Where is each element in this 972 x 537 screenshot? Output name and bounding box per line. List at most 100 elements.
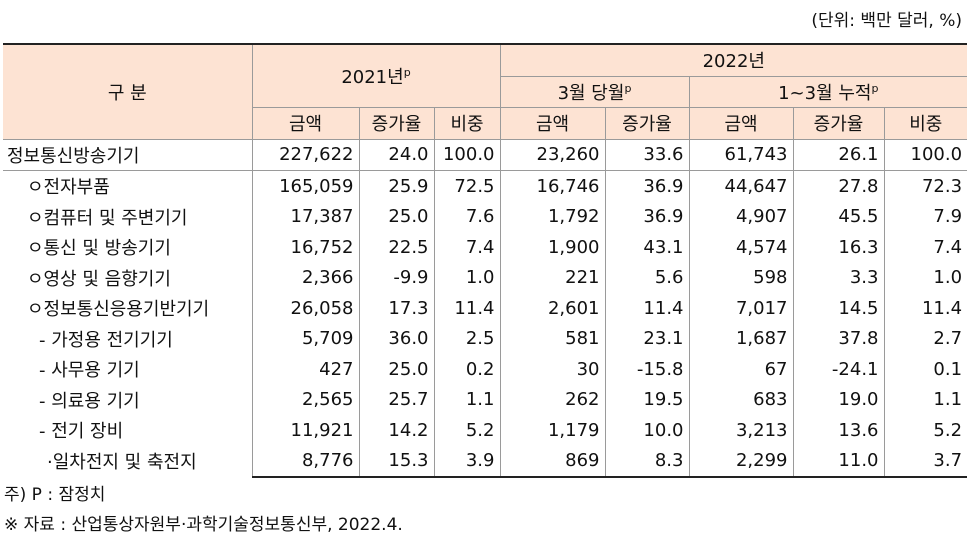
cell: -15.8 (604, 354, 689, 385)
footnote: 주) P : 잠정치 (4, 485, 106, 505)
row-label: ㅇ정보통신응용기반기기 (27, 299, 210, 321)
cell: 25.0 (358, 354, 434, 385)
table-row: - 사무용 기기 427 25.0 0.2 30 -15.8 67 -24.1 … (3, 354, 968, 385)
cell: 7.9 (883, 201, 968, 232)
cell: 72.3 (883, 170, 968, 202)
table-row: ㅇ통신 및 방송기기 16,752 22.5 7.4 1,900 43.1 4,… (3, 232, 968, 263)
cell: 7,017 (688, 293, 793, 324)
row-label: ·일차전지 및 축전지 (47, 452, 197, 474)
cell: 26.1 (792, 139, 884, 171)
cell: 10.0 (604, 415, 689, 446)
cell: 16,746 (499, 170, 605, 202)
table-row: - 가정용 전기기기 5,709 36.0 2.5 581 23.1 1,687… (3, 323, 968, 354)
table-row: ㅇ컴퓨터 및 주변기기 17,387 25.0 7.6 1,792 36.9 4… (3, 201, 968, 232)
header-growth: 증가율 (358, 107, 434, 140)
cell: 221 (499, 262, 605, 293)
table-row: - 전기 장비 11,921 14.2 5.2 1,179 10.0 3,213… (3, 415, 968, 446)
cell: 15.3 (358, 445, 434, 478)
cell: 16.3 (792, 232, 884, 263)
table-row: ㅇ영상 및 음향기기 2,366 -9.9 1.0 221 5.6 598 3.… (3, 262, 968, 293)
cell: 2.5 (433, 323, 500, 354)
cell: 24.0 (358, 139, 434, 171)
cell: 2.7 (883, 323, 968, 354)
cell: 25.0 (358, 201, 434, 232)
cell: 14.5 (792, 293, 884, 324)
cell: 36.9 (604, 201, 689, 232)
cell: 5.2 (883, 415, 968, 446)
header-2022: 2022년 (499, 43, 968, 77)
cell: 1.1 (883, 384, 968, 415)
cell: 1,179 (499, 415, 605, 446)
cell: 5,709 (251, 323, 359, 354)
row-label: ㅇ통신 및 방송기기 (27, 238, 171, 260)
cell: 1,792 (499, 201, 605, 232)
cell: 23.1 (604, 323, 689, 354)
cell: 33.6 (604, 139, 689, 171)
cell: 19.0 (792, 384, 884, 415)
row-label: - 가정용 전기기기 (39, 329, 173, 351)
cell: 14.2 (358, 415, 434, 446)
cell: 5.6 (604, 262, 689, 293)
cell: 100.0 (883, 139, 968, 171)
cell: 11.4 (883, 293, 968, 324)
cell: 165,059 (251, 170, 359, 202)
row-label: 정보통신방송기기 (3, 139, 252, 171)
table-row: 정보통신방송기기 227,622 24.0 100.0 23,260 33.6 … (3, 139, 968, 171)
table-row: - 의료용 기기 2,565 25.7 1.1 262 19.5 683 19.… (3, 384, 968, 415)
cell: 5.2 (433, 415, 500, 446)
cell: 16,752 (251, 232, 359, 263)
cell: 2,366 (251, 262, 359, 293)
cell: 36.0 (358, 323, 434, 354)
header-amount: 금액 (251, 107, 359, 140)
row-label: ㅇ전자부품 (27, 177, 110, 199)
row-label: - 의료용 기기 (39, 390, 140, 412)
cell: 869 (499, 445, 605, 478)
cell: 43.1 (604, 232, 689, 263)
cell: 598 (688, 262, 793, 293)
header-cumulative: 1~3월 누적p (688, 76, 968, 108)
cell: 25.9 (358, 170, 434, 202)
cell: 2,601 (499, 293, 605, 324)
cell: 11,921 (251, 415, 359, 446)
header-amount: 금액 (688, 107, 793, 140)
header-growth: 증가율 (792, 107, 884, 140)
cell: 61,743 (688, 139, 793, 171)
cell: 1,687 (688, 323, 793, 354)
cell: 37.8 (792, 323, 884, 354)
cell: 67 (688, 354, 793, 385)
header-growth: 증가율 (604, 107, 689, 140)
cell: 30 (499, 354, 605, 385)
table-row: ·일차전지 및 축전지 8,776 15.3 3.9 869 8.3 2,299… (3, 445, 968, 478)
cell: 13.6 (792, 415, 884, 446)
cell: 11.0 (792, 445, 884, 478)
cell: 7.4 (883, 232, 968, 263)
cell: 3,213 (688, 415, 793, 446)
cell: 27.8 (792, 170, 884, 202)
cell: 11.4 (433, 293, 500, 324)
cell: 3.9 (433, 445, 500, 478)
cell: 25.7 (358, 384, 434, 415)
cell: 23,260 (499, 139, 605, 171)
header-share: 비중 (433, 107, 500, 140)
cell: 2,565 (251, 384, 359, 415)
cell: 3.7 (883, 445, 968, 478)
cell: 22.5 (358, 232, 434, 263)
row-label: - 사무용 기기 (39, 360, 140, 382)
export-table: 구 분 2021년p 2022년 3월 당월p 1~3월 누적p 금액 증가율 … (3, 43, 968, 478)
cell: 45.5 (792, 201, 884, 232)
cell: 1.1 (433, 384, 500, 415)
cell: 581 (499, 323, 605, 354)
cell: 8,776 (251, 445, 359, 478)
cell: 7.6 (433, 201, 500, 232)
header-category: 구 분 (3, 43, 252, 140)
unit-note: (단위: 백만 달러, %) (811, 11, 962, 31)
cell: 17,387 (251, 201, 359, 232)
cell: 17.3 (358, 293, 434, 324)
cell: 427 (251, 354, 359, 385)
cell: 227,622 (251, 139, 359, 171)
cell: 4,907 (688, 201, 793, 232)
header-2021: 2021년p (251, 43, 500, 108)
cell: 3.3 (792, 262, 884, 293)
cell: 26,058 (251, 293, 359, 324)
cell: 11.4 (604, 293, 689, 324)
